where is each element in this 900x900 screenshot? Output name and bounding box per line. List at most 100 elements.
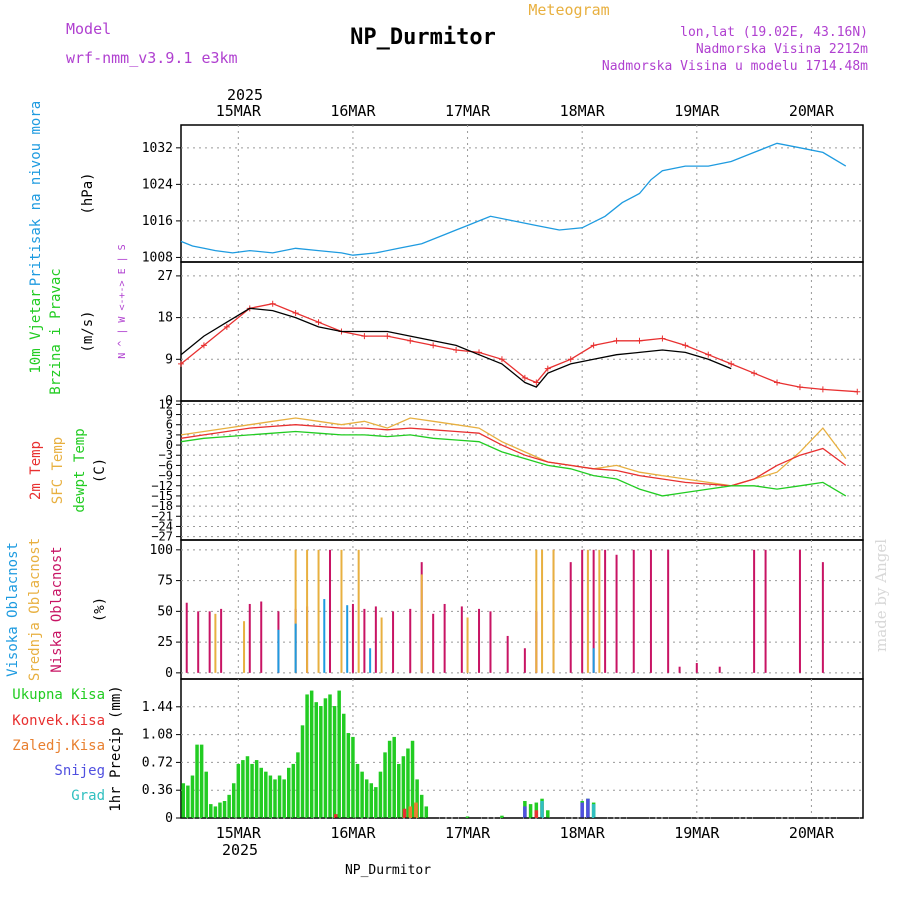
y-axis-label: Srednja Oblacnost: [27, 538, 43, 681]
y-axis-label: SFC Temp: [50, 437, 66, 504]
x-tick-label-bottom: 15MAR: [216, 824, 262, 842]
bar-srednja: [357, 549, 360, 673]
gust-marker: [751, 370, 758, 377]
y-tick-label: −24: [151, 519, 173, 533]
bar-konvek-kisa: [402, 808, 407, 818]
panel-frame: [180, 539, 864, 680]
bar-niska: [649, 549, 652, 673]
bar-ukupna-kisa: [181, 783, 186, 818]
bar-srednja: [598, 549, 601, 673]
bar-snijeg: [580, 802, 584, 818]
bar-grad: [540, 801, 544, 818]
y-tick-label: 100: [150, 543, 173, 558]
gust-marker: [430, 342, 437, 349]
gust-marker: [728, 360, 735, 367]
gust-marker: [590, 342, 597, 349]
bar-ukupna-kisa: [424, 806, 429, 818]
gust-marker: [269, 300, 276, 307]
bar-ukupna-kisa: [387, 740, 392, 818]
y-axis-label: dewpt Temp: [72, 428, 88, 512]
y-tick-label: 18: [157, 311, 173, 326]
x-tick-label-bottom: 18MAR: [560, 824, 606, 842]
x-tick-label-top: 16MAR: [330, 102, 376, 120]
bar-niska: [718, 666, 721, 673]
bar-srednja: [243, 621, 246, 673]
bar-ukupna-kisa: [268, 775, 273, 818]
y-axis-label: (%): [92, 597, 108, 622]
bar-niska: [208, 611, 211, 673]
bar-ukupna-kisa: [305, 694, 309, 818]
y-tick-label: −12: [151, 479, 173, 493]
y-tick-label: 0: [166, 438, 173, 452]
y-tick-label: 12: [159, 397, 173, 411]
chart-subtitle: Meteogram: [528, 1, 609, 19]
bar-ukupna-kisa: [500, 815, 504, 818]
y-axis-label: Brzina i Pravac: [48, 268, 64, 394]
bar-ukupna-kisa: [528, 804, 533, 818]
bar-niska: [329, 549, 332, 673]
panel-frame: [180, 678, 864, 819]
y-axis-label: Niska Oblacnost: [49, 546, 65, 672]
y-tick-label: 1032: [142, 141, 173, 156]
bar-niska: [374, 606, 377, 673]
bar-ukupna-kisa: [364, 779, 369, 818]
chart-title: NP_Durmitor: [350, 25, 496, 50]
bar-srednja: [294, 549, 297, 673]
coords-label: lon,lat (19.02E, 43.16N): [680, 25, 868, 40]
bar-ukupna-kisa: [218, 802, 222, 818]
bar-niska: [432, 613, 435, 673]
gust-marker: [407, 337, 414, 344]
bar-visoka: [369, 648, 372, 673]
bar-ukupna-kisa: [209, 804, 213, 818]
series-line-dewpt: [180, 430, 847, 497]
legend-entry: Ukupna Kisa: [12, 687, 105, 703]
bar-zaledj-kisa: [414, 802, 418, 818]
bar-ukupna-kisa: [328, 694, 332, 818]
y-tick-label: 1008: [142, 250, 173, 265]
legend-entry: Snijeg: [54, 763, 105, 779]
bar-niska: [409, 608, 412, 673]
bar-konvek-kisa: [333, 814, 338, 818]
y-axis-label: (m/s): [80, 310, 96, 352]
bar-srednja: [466, 617, 469, 673]
bar-niska: [581, 549, 584, 673]
panel-precip: 0 0.36 0.72 1.08 1.44 1hr Precip (mm): [108, 678, 864, 826]
bottom-year: 2025: [222, 841, 258, 859]
gust-marker: [567, 356, 574, 363]
panel-cloud: 0 25 50 75 100 Visoka Oblacnost Srednja Oblacn…: [5, 538, 864, 681]
gust-marker: [613, 337, 620, 344]
bar-ukupna-kisa: [415, 779, 419, 818]
bar-ukupna-kisa: [241, 760, 245, 818]
bar-ukupna-kisa: [378, 771, 383, 818]
footer-label: NP_Durmitor: [345, 863, 431, 878]
y-axis-label: (hPa): [80, 172, 96, 214]
y-tick-label: 50: [157, 604, 173, 619]
bar-ukupna-kisa: [300, 725, 305, 818]
gust-marker: [819, 386, 826, 393]
y-tick-label: 0.36: [142, 783, 173, 798]
bar-visoka: [277, 629, 280, 673]
bar-srednja: [317, 549, 320, 673]
gust-marker: [636, 337, 643, 344]
series-line-mslp: [180, 142, 847, 256]
gust-marker: [315, 319, 322, 326]
model-label: Model: [66, 20, 111, 38]
bar-ukupna-kisa: [342, 713, 346, 818]
panel-frame: [180, 400, 864, 541]
bar-ukupna-kisa: [296, 752, 300, 818]
bar-ukupna-kisa: [374, 787, 378, 818]
gust-marker: [796, 384, 803, 391]
y-tick-label: 0.72: [142, 755, 173, 770]
x-tick-label-top: 19MAR: [674, 102, 720, 120]
gust-marker: [361, 333, 368, 340]
gust-marker: [659, 335, 666, 342]
compass-label: N ^ | W <-+-> E | S: [117, 244, 128, 358]
gust-marker: [498, 356, 505, 363]
gust-marker: [200, 342, 207, 349]
bar-niska: [460, 606, 463, 673]
gust-marker: [682, 342, 689, 349]
bar-ukupna-kisa: [259, 767, 263, 818]
bar-ukupna-kisa: [323, 698, 328, 818]
